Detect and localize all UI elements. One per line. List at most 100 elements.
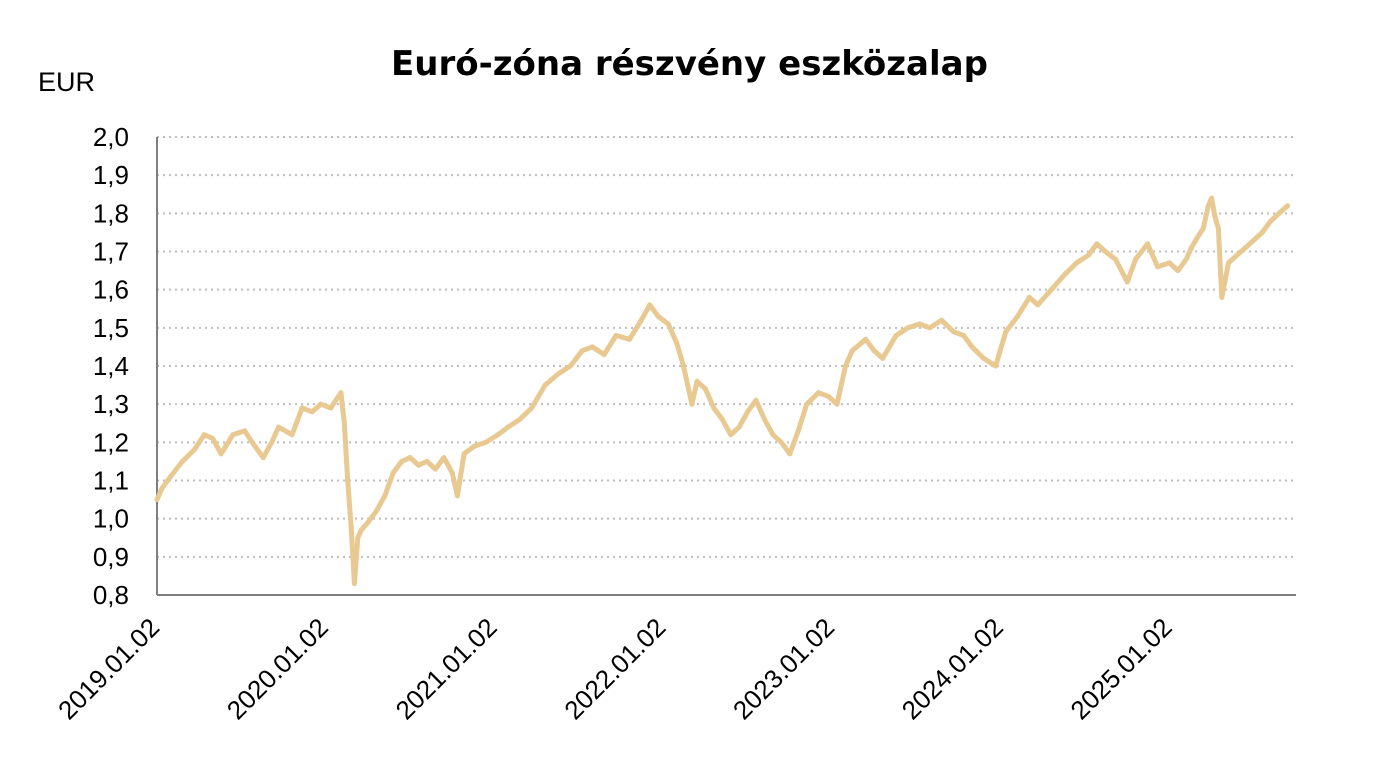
- data-point: [939, 317, 945, 323]
- data-point: [762, 416, 767, 422]
- data-point: [702, 386, 708, 392]
- data-point: [655, 313, 661, 319]
- y-tick-labels: 2,0 1,9 1,8 1,7 1,6 1,5 1,4 1,3 1,2 1,1 1,0 0,9 0,8: [93, 122, 129, 610]
- data-point: [1285, 203, 1291, 209]
- data-series: [154, 195, 1291, 587]
- data-point: [1215, 226, 1221, 232]
- data-point: [1133, 256, 1139, 262]
- data-point: [579, 348, 585, 354]
- data-point: [407, 455, 413, 461]
- data-point: [1183, 256, 1189, 262]
- y-tick-label: 1,7: [93, 237, 129, 267]
- data-point: [917, 321, 923, 327]
- data-point: [218, 451, 224, 457]
- series-line: [154, 195, 1291, 587]
- data-point: [816, 390, 821, 396]
- data-point: [318, 401, 324, 407]
- x-tick-label: 2025.01.02: [1064, 612, 1177, 725]
- data-point: [1205, 203, 1211, 209]
- data-point: [613, 333, 619, 338]
- data-point: [299, 405, 305, 411]
- data-point: [1219, 294, 1225, 300]
- data-point: [454, 493, 460, 499]
- y-tick-label: 1,9: [93, 160, 129, 190]
- x-tick-labels: 2019.01.02 2020.01.02 2021.01.02 2022.01.02…: [52, 612, 1178, 725]
- data-point: [961, 333, 967, 338]
- data-point: [880, 355, 886, 361]
- data-point: [505, 424, 511, 430]
- data-point: [210, 436, 216, 441]
- data-point: [647, 302, 653, 308]
- x-tick-label: 2020.01.02: [221, 612, 334, 725]
- data-point: [382, 493, 388, 499]
- data-point: [711, 405, 717, 411]
- data-point: [1062, 271, 1068, 277]
- data-point: [1175, 268, 1181, 274]
- data-point: [168, 474, 173, 480]
- data-point: [242, 428, 248, 434]
- data-point: [1276, 210, 1282, 216]
- data-point: [154, 497, 160, 503]
- data-point: [1195, 233, 1201, 239]
- data-point: [471, 443, 477, 449]
- y-tick-label: 1,0: [93, 504, 129, 534]
- data-point: [627, 336, 632, 342]
- data-point: [252, 443, 258, 449]
- data-point: [432, 466, 438, 472]
- data-point: [863, 336, 869, 342]
- axes: [156, 137, 1296, 596]
- chart-title: Euró-zóna részvény eszközalap: [391, 44, 988, 84]
- x-tick-label: 2024.01.02: [896, 612, 1009, 725]
- data-point: [341, 420, 347, 426]
- data-point: [1035, 302, 1041, 308]
- data-point: [289, 432, 295, 438]
- data-point: [1085, 252, 1091, 258]
- data-point: [1209, 195, 1215, 201]
- data-point: [529, 405, 535, 411]
- data-point: [804, 401, 810, 407]
- data-point: [849, 348, 855, 354]
- data-point: [1155, 264, 1161, 270]
- y-tick-label: 2,0: [93, 122, 129, 152]
- data-point: [736, 424, 742, 430]
- y-tick-label: 0,8: [93, 580, 129, 610]
- data-point: [787, 451, 793, 457]
- data-point: [191, 447, 197, 453]
- data-point: [951, 329, 956, 335]
- data-point: [1015, 313, 1021, 319]
- data-point: [694, 378, 700, 384]
- data-point: [567, 363, 573, 369]
- data-point: [351, 581, 357, 587]
- data-point: [1094, 241, 1100, 247]
- data-point: [1112, 256, 1118, 262]
- data-point: [230, 432, 236, 438]
- data-point: [753, 397, 759, 403]
- data-point: [795, 428, 801, 434]
- y-tick-label: 1,4: [93, 351, 129, 381]
- data-point: [1212, 214, 1218, 220]
- data-point: [665, 321, 671, 327]
- data-point: [309, 409, 315, 415]
- gridlines: [157, 136, 1296, 558]
- y-tick-label: 1,1: [93, 466, 129, 496]
- x-tick-label: 2022.01.02: [558, 612, 671, 725]
- data-point: [358, 527, 364, 533]
- data-point: [495, 432, 501, 438]
- data-point: [778, 439, 784, 445]
- data-point: [674, 340, 680, 346]
- data-point: [373, 508, 379, 514]
- data-point: [905, 325, 911, 331]
- data-point: [745, 409, 751, 415]
- y-axis-unit-label: EUR: [38, 67, 96, 97]
- data-point: [416, 462, 421, 468]
- data-point: [542, 382, 548, 388]
- data-point: [843, 363, 848, 369]
- data-point: [1003, 329, 1009, 335]
- data-point: [770, 432, 776, 438]
- data-point: [159, 485, 165, 491]
- data-point: [871, 348, 877, 354]
- data-point: [1026, 294, 1032, 300]
- data-point: [1102, 249, 1108, 254]
- data-point: [1048, 287, 1054, 293]
